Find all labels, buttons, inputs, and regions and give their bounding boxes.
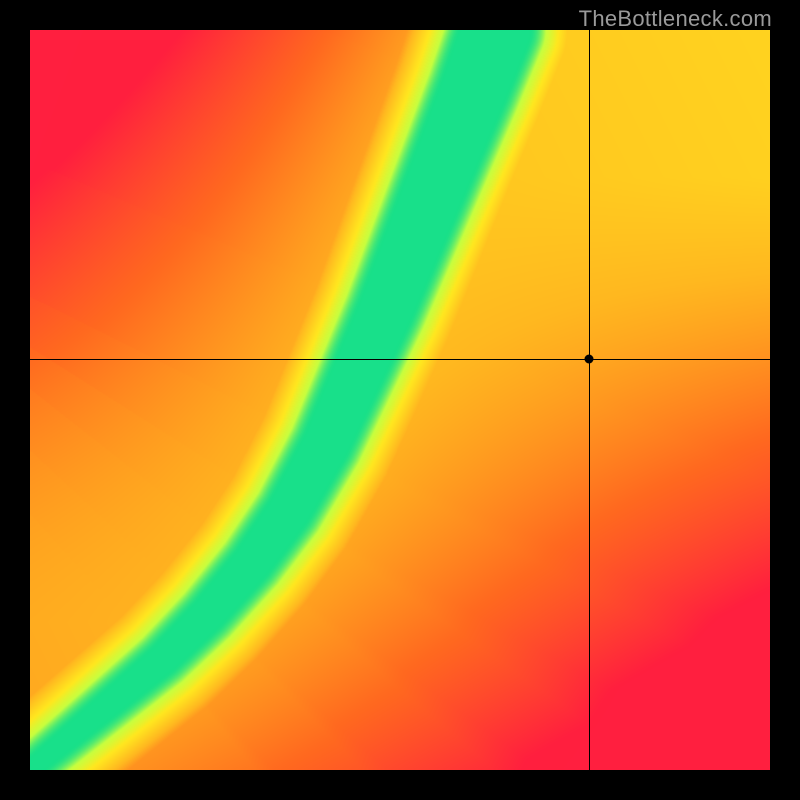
crosshair-vertical [589, 30, 590, 770]
crosshair-horizontal [30, 359, 770, 360]
heatmap-canvas [30, 30, 770, 770]
watermark-text: TheBottleneck.com [579, 6, 772, 32]
chart-frame: TheBottleneck.com [0, 0, 800, 800]
crosshair-marker [584, 355, 593, 364]
